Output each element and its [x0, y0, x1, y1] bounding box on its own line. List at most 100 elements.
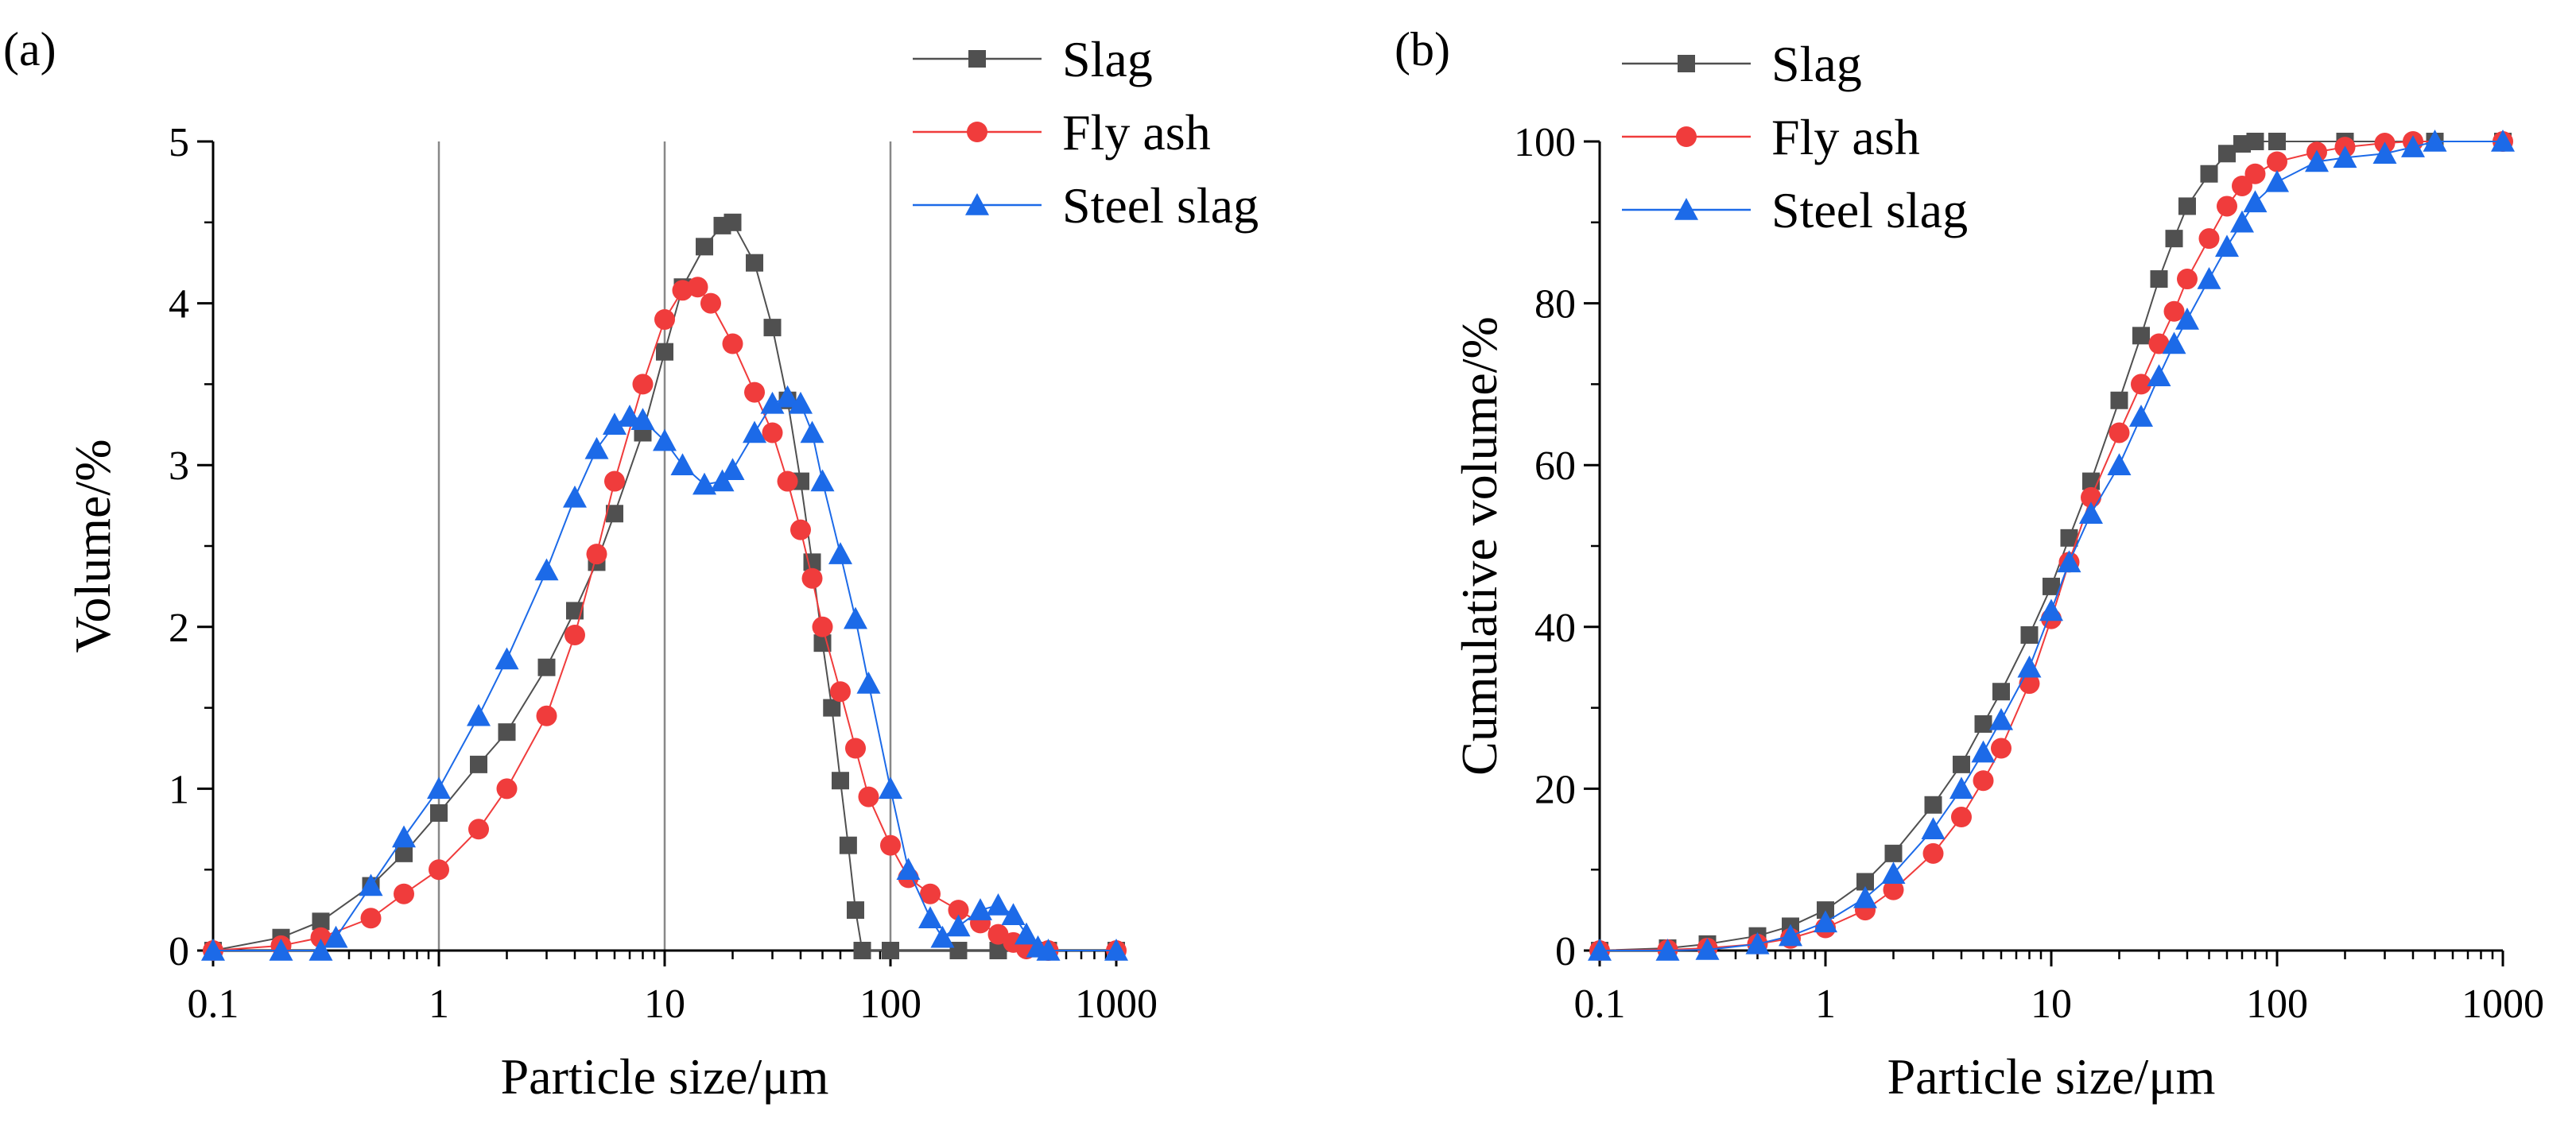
- y-tick-label: 80: [1534, 282, 1576, 327]
- data-point: [858, 786, 879, 807]
- data-point: [2265, 169, 2289, 192]
- y-tick-label: 0: [169, 929, 189, 974]
- legend-label: Fly ash: [1771, 109, 1920, 165]
- panel-b: (b) 0.1 1 10 100 1000 0 20 40 60 80 100 Particle siz…: [1395, 23, 2544, 1105]
- data-point: [603, 470, 625, 492]
- x-tick-label: 1: [429, 982, 449, 1027]
- data-point: [1971, 740, 1996, 763]
- y-tick-label: 60: [1534, 443, 1576, 489]
- data-point: [918, 906, 943, 929]
- data-point: [2246, 133, 2264, 150]
- data-point: [724, 213, 742, 231]
- data-point: [394, 883, 415, 904]
- data-point: [1014, 922, 1038, 945]
- data-point: [2129, 405, 2154, 427]
- data-point: [1881, 862, 1906, 885]
- data-point: [495, 647, 519, 670]
- data-point: [2491, 130, 2515, 152]
- panel-label: (b): [1395, 23, 1450, 76]
- data-point: [1924, 796, 1942, 814]
- data-point: [2230, 210, 2255, 233]
- data-point: [2174, 307, 2199, 330]
- data-point: [630, 408, 655, 430]
- data-point: [2216, 196, 2237, 217]
- data-point: [201, 939, 225, 961]
- legend-marker: [1674, 198, 1698, 220]
- data-point: [763, 319, 782, 337]
- data-point: [828, 542, 852, 564]
- x-tick-label: 0.1: [188, 982, 239, 1027]
- data-point: [564, 624, 585, 645]
- legend-marker: [965, 193, 989, 215]
- y-tick-label: 4: [169, 282, 189, 327]
- data-point: [696, 238, 714, 256]
- data-point: [2150, 270, 2168, 288]
- data-point: [2163, 300, 2185, 322]
- data-point: [2217, 145, 2236, 163]
- data-point: [882, 942, 899, 959]
- data-point: [324, 925, 348, 948]
- data-point: [1817, 901, 1834, 920]
- series-line: [1599, 141, 2503, 951]
- data-point: [1814, 910, 1837, 933]
- data-point: [670, 453, 695, 475]
- data-point: [2400, 135, 2425, 157]
- data-point: [853, 942, 871, 959]
- data-point: [687, 277, 708, 298]
- data-point: [467, 703, 491, 726]
- data-point: [2110, 391, 2128, 409]
- y-tick-label: 3: [169, 443, 189, 489]
- data-point: [565, 602, 584, 620]
- data-point: [632, 374, 654, 395]
- data-point: [1745, 931, 1770, 955]
- x-tick-label: 1: [1815, 982, 1836, 1027]
- data-point: [2244, 163, 2266, 184]
- data-point: [829, 681, 851, 703]
- data-point: [562, 485, 587, 508]
- data-point: [308, 939, 333, 961]
- data-point: [470, 755, 488, 773]
- data-point: [845, 738, 867, 759]
- data-point: [968, 898, 993, 920]
- data-point: [989, 942, 1007, 959]
- data-point: [359, 873, 383, 896]
- data-point: [1695, 937, 1720, 960]
- legend-marker: [1678, 55, 1695, 72]
- data-point: [468, 819, 490, 840]
- data-point: [722, 333, 743, 354]
- data-point: [2165, 230, 2183, 248]
- x-axis-title: Particle size/μm: [501, 1048, 829, 1105]
- data-point: [856, 672, 881, 694]
- data-point: [692, 472, 717, 495]
- data-point: [2060, 529, 2078, 547]
- x-tick-label: 10: [2031, 982, 2072, 1027]
- x-tick-label: 100: [2246, 982, 2308, 1027]
- y-tick-label: 20: [1534, 767, 1576, 812]
- data-point: [2017, 655, 2042, 678]
- data-point: [847, 901, 865, 920]
- data-point: [2423, 130, 2447, 152]
- data-point: [1856, 873, 1875, 891]
- data-point: [1988, 707, 2013, 730]
- data-point: [810, 469, 835, 492]
- y-tick-label: 5: [169, 120, 189, 165]
- data-point: [430, 804, 448, 822]
- data-point: [1974, 714, 1992, 733]
- y-tick-label: 2: [169, 606, 189, 651]
- data-point: [2162, 331, 2186, 354]
- data-point: [537, 658, 556, 676]
- panel-label: (a): [3, 23, 56, 76]
- data-point: [789, 519, 811, 540]
- data-point: [2057, 550, 2081, 573]
- data-point: [1779, 924, 1803, 947]
- data-point: [534, 558, 559, 581]
- data-point: [1001, 903, 1026, 925]
- data-point: [2198, 228, 2220, 250]
- data-point: [1952, 755, 1970, 773]
- legend-label: Slag: [1062, 31, 1153, 87]
- data-point: [269, 939, 293, 961]
- data-point: [2147, 364, 2171, 386]
- data-point: [1588, 939, 1612, 961]
